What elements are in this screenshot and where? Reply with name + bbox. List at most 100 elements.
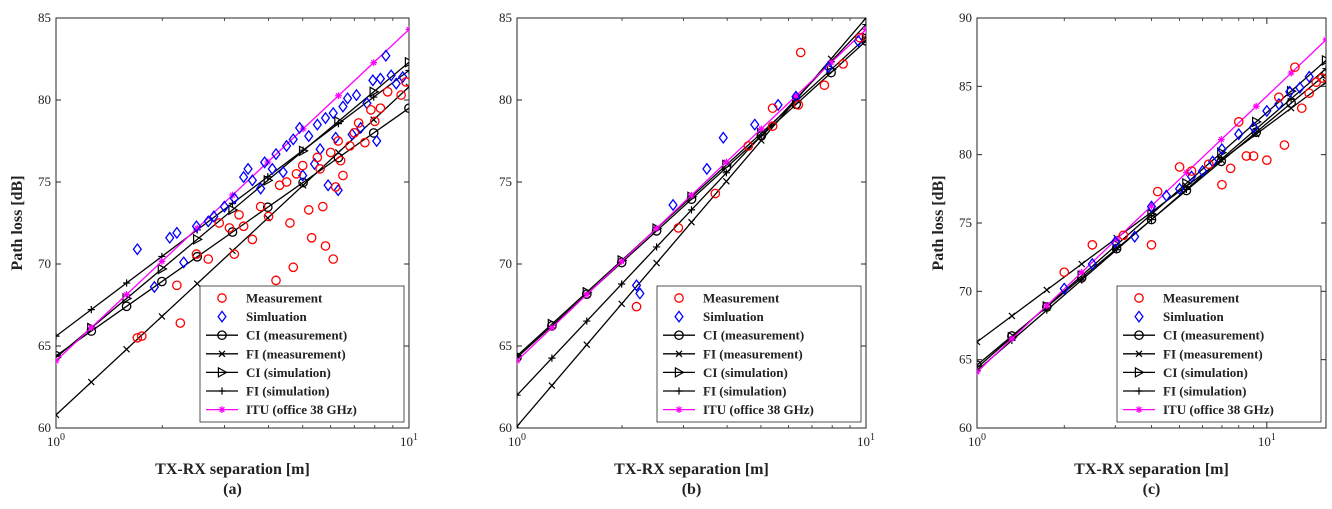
legend-label-fi-sim: FI (simulation) bbox=[703, 384, 786, 399]
fi-simulation-line-marker bbox=[1217, 155, 1225, 163]
itu-line-marker bbox=[723, 158, 730, 166]
measurement-point bbox=[320, 241, 331, 251]
itu-line-marker bbox=[1322, 36, 1326, 44]
legend-label-itu: ITU (office 38 GHz) bbox=[246, 402, 357, 417]
legend-measurement-marker bbox=[674, 293, 684, 303]
itu-line-marker bbox=[618, 257, 626, 265]
simulation-point bbox=[1285, 85, 1295, 99]
fi-measurement-line-marker bbox=[56, 411, 60, 419]
measurement-point bbox=[353, 118, 364, 128]
ci-simulation-line-marker bbox=[404, 56, 409, 68]
legend-simulation-marker bbox=[674, 310, 684, 323]
legend-label-itu: ITU (office 38 GHz) bbox=[1163, 402, 1274, 417]
measurement-point bbox=[375, 103, 386, 114]
measurement-point bbox=[172, 280, 182, 291]
ci-simulation-line-marker bbox=[1182, 177, 1193, 189]
simulation-point bbox=[1110, 235, 1121, 249]
measurement-point bbox=[315, 164, 325, 174]
simulation-point bbox=[328, 106, 338, 120]
y-tick-label: 85 bbox=[499, 10, 512, 25]
itu-line-marker bbox=[792, 92, 800, 100]
y-tick-label: 90 bbox=[959, 10, 972, 25]
simulation-point bbox=[368, 74, 378, 87]
measurement-point bbox=[1248, 151, 1259, 161]
simulation-point bbox=[1262, 104, 1272, 118]
ci-simulation-line-marker bbox=[861, 32, 866, 44]
y-tick-label: 80 bbox=[959, 147, 972, 162]
measurement-point bbox=[288, 262, 299, 273]
measurement-point bbox=[1233, 117, 1244, 127]
legend-label-ci-sim: CI (simulation) bbox=[703, 365, 788, 380]
simulation-point bbox=[823, 60, 834, 74]
itu-line-marker bbox=[87, 324, 95, 332]
y-tick-label: 70 bbox=[38, 256, 51, 271]
itu-line-marker bbox=[1252, 102, 1260, 110]
itu-line-marker bbox=[548, 324, 556, 332]
measurement-point bbox=[238, 221, 249, 232]
fi-simulation-line-marker bbox=[583, 317, 591, 325]
measurement-point bbox=[132, 332, 143, 343]
simulation-point bbox=[750, 118, 760, 131]
legend-label-meas: Measurement bbox=[703, 291, 780, 306]
measurement-point bbox=[631, 301, 642, 312]
measurement-point bbox=[1296, 103, 1307, 114]
legend-fi-meas-marker bbox=[675, 350, 683, 358]
legend-ci-meas-marker bbox=[1134, 330, 1144, 341]
simulation-point bbox=[1217, 142, 1227, 156]
fi-measurement-line-marker bbox=[583, 341, 591, 349]
simulation-point bbox=[288, 133, 298, 146]
fi-measurement-line-marker bbox=[1043, 286, 1051, 294]
simulation-point bbox=[229, 192, 240, 205]
simulation-point bbox=[1129, 230, 1140, 243]
measurement-point bbox=[710, 188, 721, 199]
simulation-point bbox=[1197, 164, 1208, 178]
panel-label: (b) bbox=[682, 481, 702, 498]
itu-line-marker bbox=[1078, 268, 1086, 276]
legend-fi-sim-marker bbox=[675, 387, 683, 395]
measurement-point bbox=[1225, 163, 1236, 174]
fi-simulation-line-marker bbox=[653, 243, 661, 251]
measurement-point bbox=[396, 90, 406, 100]
panel-a: 60 65 70 75 80 85 100 101 TX-RX separation [m] (a… bbox=[9, 10, 418, 498]
measurement-point bbox=[1059, 267, 1070, 278]
panel-c: 60 65 70 75 80 85 90 100 101 TX-RX separation [m]… bbox=[930, 10, 1327, 498]
simulation-point bbox=[312, 118, 323, 131]
y-tick-label: 60 bbox=[499, 420, 512, 435]
legend-label-itu: ITU (office 38 GHz) bbox=[703, 402, 814, 417]
y-tick-label: 70 bbox=[499, 256, 512, 271]
fi-simulation-line-marker bbox=[1113, 246, 1121, 254]
x-tick-label: 100 bbox=[47, 432, 65, 449]
y-axis-label: Path loss [dB] bbox=[9, 175, 26, 270]
measurement-point bbox=[291, 168, 302, 179]
fi-simulation-line-marker bbox=[687, 206, 696, 214]
x-tick-label: 101 bbox=[1258, 432, 1276, 449]
itu-line-marker bbox=[335, 92, 342, 100]
itu-line-marker bbox=[1043, 302, 1051, 309]
simulation-point bbox=[172, 226, 182, 240]
legend-itu-marker bbox=[218, 406, 226, 413]
simulation-point bbox=[1059, 282, 1069, 295]
legend: Measurement Simluation CI (measurement) FI … bbox=[656, 285, 862, 423]
x-axis-label: TX-RX separation [m] bbox=[1074, 461, 1229, 478]
measurement-point bbox=[1087, 240, 1098, 250]
measurement-point bbox=[1186, 166, 1197, 176]
ci-measurement-line-marker bbox=[298, 177, 308, 188]
legend-label-sim: Simluation bbox=[1163, 309, 1224, 324]
measurement-point bbox=[1290, 62, 1300, 73]
itu-line-marker bbox=[370, 59, 378, 67]
measurement-point bbox=[247, 234, 258, 245]
measurement-point bbox=[303, 205, 314, 215]
simulation-point bbox=[323, 178, 333, 192]
y-tick-label: 85 bbox=[959, 78, 972, 93]
simulation-point bbox=[271, 147, 281, 161]
legend-label-fi-meas: FI (measurement) bbox=[1163, 346, 1263, 361]
legend-measurement-marker bbox=[217, 293, 227, 303]
y-tick-label: 60 bbox=[959, 420, 972, 435]
measurement-point bbox=[297, 160, 308, 171]
legend-label-ci-meas: CI (measurement) bbox=[1163, 328, 1264, 343]
simulation-point bbox=[1087, 257, 1098, 271]
fi-measurement-line-marker bbox=[548, 382, 556, 389]
simulation-point bbox=[351, 88, 362, 102]
measurement-point bbox=[819, 80, 830, 91]
fi-measurement-line-marker bbox=[862, 18, 866, 22]
